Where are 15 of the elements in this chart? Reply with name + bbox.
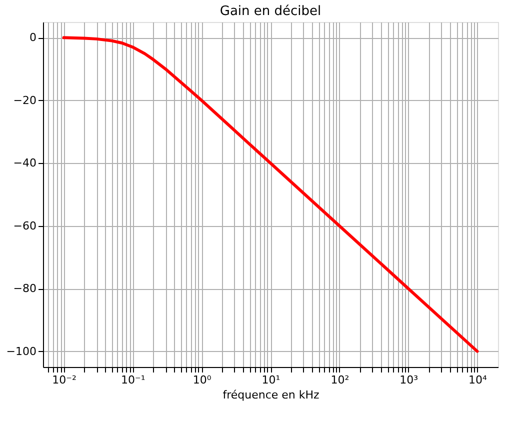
- y-tick-label: −100: [6, 344, 36, 358]
- x-tick-label: 10¹: [262, 374, 280, 386]
- y-tick-label: 0: [30, 31, 36, 44]
- chart-title: Gain en décibel: [220, 4, 322, 19]
- x-tick-label: 10⁰: [192, 374, 212, 386]
- x-tick-label: 10⁴: [468, 374, 488, 386]
- y-tick-label: −40: [13, 156, 36, 170]
- x-tick-label: 10³: [400, 374, 418, 386]
- x-tick-label: 10⁻²: [52, 374, 76, 386]
- y-tick-label: −60: [13, 219, 36, 232]
- x-tick-label: 10²: [330, 374, 350, 386]
- x-axis-title: fréquence en kHz: [222, 388, 320, 402]
- x-tick-label: 10⁻¹: [121, 374, 146, 386]
- y-tick-label: −20: [13, 94, 36, 107]
- y-tick-label: −80: [13, 282, 36, 296]
